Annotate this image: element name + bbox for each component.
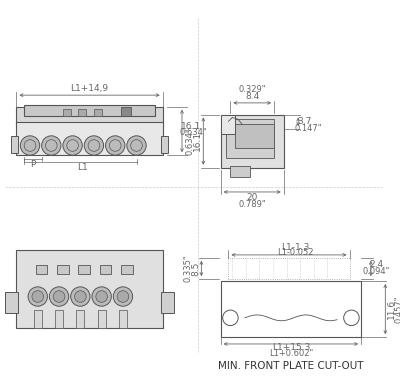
Circle shape (71, 287, 90, 306)
Circle shape (113, 287, 133, 306)
Circle shape (53, 291, 65, 302)
Bar (34, 310, 42, 327)
Text: L1-0.052: L1-0.052 (278, 248, 314, 257)
Bar (63, 109, 71, 117)
Circle shape (84, 136, 104, 155)
Text: 0.147": 0.147" (294, 123, 322, 133)
Text: 0.789": 0.789" (238, 200, 266, 209)
Bar (121, 107, 131, 117)
Bar (98, 310, 106, 327)
Bar (230, 166, 250, 178)
Bar (228, 258, 350, 279)
Circle shape (127, 136, 146, 155)
Bar (16, 122, 163, 155)
Circle shape (49, 287, 69, 306)
Text: 0.094": 0.094" (363, 267, 390, 276)
Bar (161, 292, 174, 313)
Bar (16, 107, 163, 126)
Text: L1+15.3: L1+15.3 (272, 343, 310, 352)
Bar (121, 265, 133, 274)
Text: P: P (30, 160, 36, 169)
Text: L1+0.602": L1+0.602" (269, 349, 313, 358)
Bar (5, 292, 18, 313)
Text: 20: 20 (246, 193, 258, 202)
Text: 0.634": 0.634" (180, 128, 208, 138)
Bar (57, 265, 69, 274)
Bar (221, 281, 361, 337)
Bar (76, 310, 84, 327)
Bar (161, 136, 168, 153)
Text: 0.329": 0.329" (238, 85, 266, 94)
Bar (235, 124, 274, 148)
Text: 11.6: 11.6 (387, 299, 396, 319)
Bar (78, 265, 90, 274)
Bar (221, 115, 284, 168)
Text: 8.4: 8.4 (245, 92, 259, 100)
Circle shape (63, 136, 82, 155)
Circle shape (74, 291, 86, 302)
Text: MIN. FRONT PLATE CUT-OUT: MIN. FRONT PLATE CUT-OUT (218, 361, 363, 371)
Bar (16, 250, 163, 327)
Bar (100, 265, 111, 274)
Circle shape (32, 291, 44, 302)
Text: L1+14,9: L1+14,9 (70, 84, 109, 93)
Text: 0.335": 0.335" (183, 255, 192, 282)
Circle shape (28, 287, 48, 306)
Text: 3.7: 3.7 (297, 117, 311, 126)
Text: L1-1.3: L1-1.3 (282, 243, 310, 252)
Circle shape (92, 287, 111, 306)
Text: L1: L1 (77, 163, 88, 172)
Bar (78, 109, 86, 117)
Text: 16.1: 16.1 (181, 121, 201, 131)
Text: 2.4: 2.4 (370, 260, 384, 269)
Bar (226, 119, 274, 158)
Bar (11, 136, 18, 153)
Circle shape (20, 136, 40, 155)
Text: 8.5: 8.5 (191, 261, 200, 276)
Bar (221, 115, 235, 134)
Bar (55, 310, 63, 327)
Bar (94, 109, 102, 117)
Circle shape (117, 291, 129, 302)
Circle shape (42, 136, 61, 155)
Text: 16.1: 16.1 (193, 131, 202, 151)
Bar (24, 105, 155, 117)
Bar (119, 310, 127, 327)
Text: 0.457": 0.457" (394, 295, 400, 323)
Circle shape (106, 136, 125, 155)
Circle shape (96, 291, 108, 302)
Bar (36, 265, 48, 274)
Text: 0.634": 0.634" (185, 127, 194, 155)
